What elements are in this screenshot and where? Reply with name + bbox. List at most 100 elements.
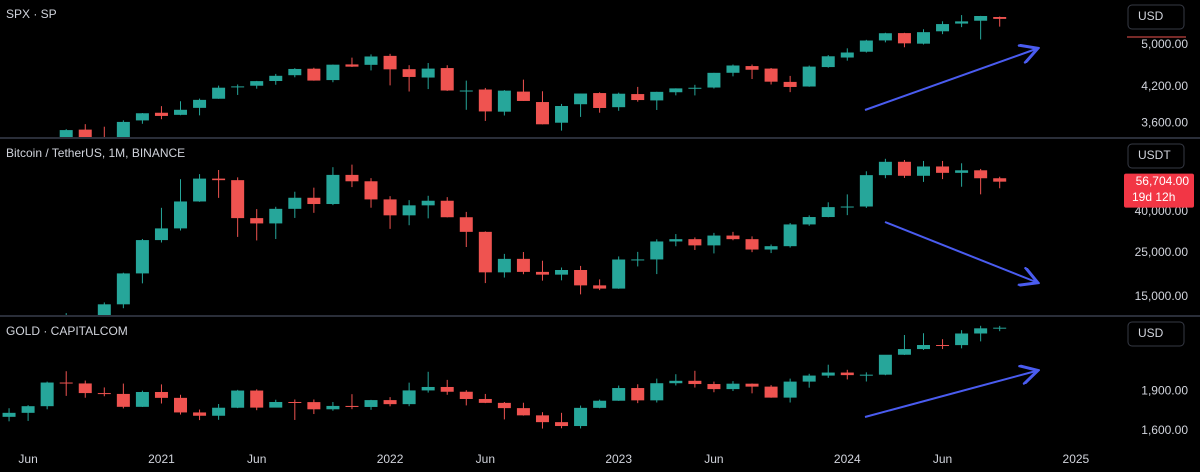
candle-body xyxy=(21,406,35,413)
candle-body xyxy=(821,372,835,376)
pane xyxy=(65,158,1007,315)
candle-body xyxy=(231,180,245,219)
candle-body xyxy=(402,390,416,405)
candle-body xyxy=(707,384,721,390)
candle-body xyxy=(650,91,664,101)
candle-body xyxy=(840,372,854,376)
candle-body xyxy=(78,129,92,137)
candle-body xyxy=(955,333,969,346)
candle-body xyxy=(250,390,264,408)
y-tick-label: 5,000.00 xyxy=(1141,37,1188,51)
candle-body xyxy=(555,269,569,275)
candle-body xyxy=(383,199,397,216)
candle-body xyxy=(307,197,321,205)
candle-body xyxy=(421,200,435,206)
candle-body xyxy=(269,401,283,408)
candle-body xyxy=(193,178,207,202)
x-tick-label: 2022 xyxy=(377,452,404,466)
candle-body xyxy=(802,217,816,225)
candle-body xyxy=(345,174,359,182)
candle-body xyxy=(878,354,892,375)
candle-body xyxy=(897,161,911,176)
candle-body xyxy=(288,68,302,76)
candle-body xyxy=(897,33,911,44)
candle-body xyxy=(936,166,950,173)
candle-body xyxy=(916,32,930,44)
candle-body xyxy=(593,285,607,289)
y-tick-label: 1,900.00 xyxy=(1141,384,1188,398)
candle-body xyxy=(726,235,740,240)
candle-body xyxy=(916,345,930,350)
candle-body xyxy=(631,259,645,261)
candle-body xyxy=(535,102,549,125)
candle-body xyxy=(745,383,759,387)
candle-body xyxy=(212,178,226,181)
candle-body xyxy=(574,93,588,105)
candle-body xyxy=(593,400,607,408)
currency-label: USD xyxy=(1138,9,1164,23)
candle-body xyxy=(440,200,454,218)
candle-body xyxy=(231,86,245,88)
candle-body xyxy=(669,239,683,242)
candle-body xyxy=(307,68,321,81)
candle-body xyxy=(345,64,359,67)
candle-body xyxy=(897,349,911,355)
candle-body xyxy=(269,75,283,82)
currency-box xyxy=(1127,321,1185,347)
candle-body xyxy=(421,386,435,391)
x-tick-label: 2021 xyxy=(148,452,175,466)
candle-body xyxy=(821,56,835,68)
candle-body xyxy=(174,201,188,229)
candle-body xyxy=(726,65,740,73)
candle-body xyxy=(859,374,873,376)
candle-body xyxy=(535,271,549,275)
countdown-label: 19d 12h xyxy=(1132,190,1175,204)
candle-body xyxy=(97,304,111,315)
candle-body xyxy=(326,174,340,205)
candle-body xyxy=(288,197,302,209)
candle-body xyxy=(955,170,969,173)
candle-body xyxy=(916,166,930,176)
y-tick-label: 25,000.00 xyxy=(1135,245,1189,259)
x-tick-label: Jun xyxy=(476,452,495,466)
candle-body xyxy=(555,106,569,123)
trend-arrow xyxy=(864,49,1036,111)
pane xyxy=(59,15,1007,137)
candle-body xyxy=(612,388,626,401)
candle-body xyxy=(364,181,378,200)
candle-body xyxy=(516,258,530,272)
candle-body xyxy=(364,56,378,65)
candle-body xyxy=(174,109,188,115)
candle-body xyxy=(840,52,854,58)
candle-body xyxy=(993,178,1007,182)
candle-body xyxy=(459,90,473,92)
candle-body xyxy=(497,402,511,409)
pane-title: GOLD · CAPITALCOM xyxy=(6,324,128,338)
candle-body xyxy=(2,412,16,417)
candle-body xyxy=(59,382,73,384)
last-price-label: 56,704.00 xyxy=(1136,174,1190,188)
y-tick-label: 3,600.00 xyxy=(1141,116,1188,130)
candle-body xyxy=(497,258,511,273)
candle-body xyxy=(574,407,588,427)
trend-arrow xyxy=(864,371,1036,418)
candle-body xyxy=(974,15,988,21)
candle-body xyxy=(650,383,664,401)
candle-body xyxy=(497,90,511,112)
candle-body xyxy=(535,415,549,423)
candle-body xyxy=(612,93,626,108)
candle-body xyxy=(764,246,778,250)
candle-body xyxy=(326,405,340,410)
last-price-box xyxy=(1124,173,1194,208)
candle-body xyxy=(402,205,416,216)
candle-body xyxy=(478,231,492,273)
currency-box xyxy=(1127,4,1185,30)
candle-body xyxy=(688,87,702,89)
candle-body xyxy=(516,408,530,416)
candle-body xyxy=(669,380,683,384)
x-tick-label: 2025 xyxy=(1063,452,1090,466)
candle-body xyxy=(764,68,778,82)
candle-body xyxy=(650,241,664,260)
y-tick-label: 15,000.00 xyxy=(1135,289,1189,303)
